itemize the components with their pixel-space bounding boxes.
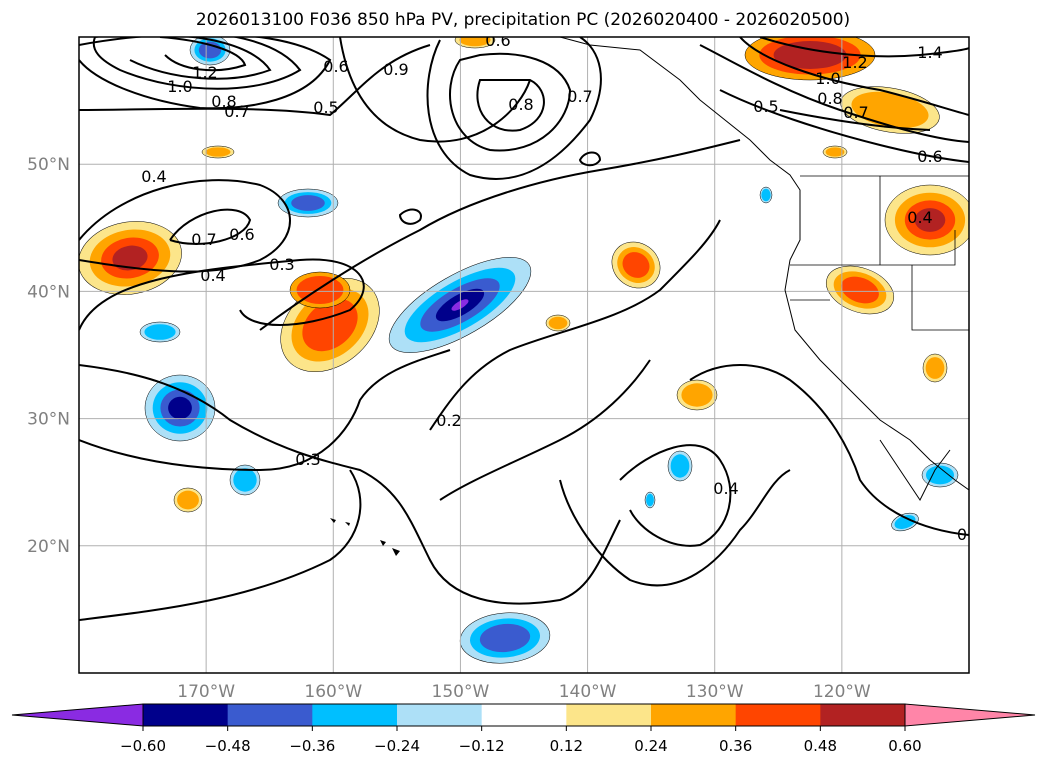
contour-label: 0.8: [508, 95, 533, 114]
precip-positive-area: [925, 357, 945, 379]
colorbar-tick-label: 0.48: [804, 737, 837, 755]
contour-label: 0.5: [313, 98, 338, 117]
precip-negative-area: [894, 515, 916, 529]
precip-positive-area: [914, 208, 946, 232]
precip-positive-area: [205, 147, 231, 157]
colorbar-tick-label: −0.12: [459, 737, 505, 755]
colorbar: −0.60 −0.48 −0.36 −0.24 −0.12 0.12 0.24 0.36 0.4…: [11, 703, 1036, 755]
precip-shading: [79, 37, 969, 664]
contour-label: 0.8: [817, 89, 842, 108]
precip-negative-area: [233, 468, 257, 492]
colorbar-frame: [142, 703, 906, 727]
colorbar-tick-label: 0.60: [888, 737, 921, 755]
lon-tick-labels: 170°W 160°W 150°W 140°W 130°W 120°W: [177, 682, 871, 702]
contour-label: 0.6: [229, 225, 254, 244]
precip-negative-area: [479, 623, 531, 653]
contour-label: 1.2: [192, 63, 217, 82]
lon-tick-label: 160°W: [304, 682, 362, 702]
contour-label: 0: [957, 525, 967, 544]
precip-positive-area: [548, 316, 568, 330]
lat-tick-labels: 50°N 40°N 30°N 20°N: [27, 155, 70, 557]
colorbar-segment: [312, 704, 398, 726]
colorbar-tick-label: 0.36: [719, 737, 752, 755]
precip-negative-area: [646, 493, 654, 507]
lat-tick-label: 50°N: [27, 155, 70, 175]
precip-negative-area: [291, 195, 325, 211]
state-borders: [790, 176, 969, 331]
precip-positive-area: [622, 252, 650, 278]
precip-negative-area: [168, 396, 192, 420]
colorbar-segment: [820, 704, 906, 726]
colorbar-tick-label: −0.48: [205, 737, 251, 755]
precip-positive-area: [296, 275, 344, 305]
contour-label: 1.4: [917, 43, 942, 62]
colorbar-segment: [651, 704, 737, 726]
contour-label: 0.5: [753, 97, 778, 116]
colorbar-segment: [143, 704, 229, 726]
colorbar-tick-label: 0.24: [634, 737, 667, 755]
chart-title: 2026013100 F036 850 hPa PV, precipitatio…: [196, 10, 850, 30]
lon-tick-label: 150°W: [432, 682, 490, 702]
colorbar-tick-label: −0.36: [289, 737, 335, 755]
contour-labels: 1.21.00.80.7 0.50.6 0.90.60.8 0.70.50.40.7 0…: [141, 31, 967, 544]
lon-tick-label: 140°W: [559, 682, 617, 702]
gridlines: [79, 37, 969, 673]
colorbar-segment: [735, 704, 821, 726]
lat-tick-label: 40°N: [27, 282, 70, 302]
coastline: [559, 37, 969, 491]
precip-positive-area: [681, 383, 713, 407]
contour-label: 0.7: [567, 87, 592, 106]
precip-positive-area: [177, 490, 199, 510]
precip-negative-area: [144, 324, 176, 340]
precip-negative-area: [761, 188, 771, 202]
contour-label: 0.6: [917, 147, 942, 166]
contour-label: 0.7: [843, 103, 868, 122]
contour-label: 1.0: [815, 69, 840, 88]
colorbar-segment: [397, 704, 483, 726]
contour-label: 0.4: [200, 266, 225, 285]
contour-label: 0.7: [191, 230, 216, 249]
precip-positive-area: [112, 245, 148, 271]
contour-label: 1.2: [842, 53, 867, 72]
precip-negative-area: [670, 454, 690, 478]
map-frame: [78, 36, 970, 674]
contour-label: 0.3: [269, 255, 294, 274]
colorbar-segment: [227, 704, 313, 726]
precip-positive-area: [825, 147, 845, 157]
lat-tick-label: 20°N: [27, 537, 70, 557]
contour-label: 0.4: [141, 167, 166, 186]
precip-negative-area: [925, 465, 955, 485]
lon-tick-label: 170°W: [177, 682, 235, 702]
precip-positive-area: [773, 41, 847, 69]
pv-contours: [79, 37, 969, 621]
baja-coast: [879, 439, 951, 501]
contour-label: 0.8: [211, 92, 236, 111]
contour-label: 0.3: [295, 450, 320, 469]
contour-label: 0.4: [713, 479, 738, 498]
contour-label: 0.2: [436, 411, 461, 430]
contour-label: 0.4: [907, 208, 932, 227]
colorbar-segment: [566, 704, 652, 726]
contour-label: 0.9: [383, 60, 408, 79]
precip-positive-area: [459, 37, 491, 47]
map-area: 1.21.00.80.7 0.50.6 0.90.60.8 0.70.50.40.7 0…: [79, 31, 969, 673]
colorbar-segment: [481, 704, 567, 726]
colorbar-extend-min: [11, 703, 144, 727]
precip-positive-area: [841, 276, 879, 304]
lon-tick-label: 120°W: [813, 682, 871, 702]
contour-label: 0.6: [323, 57, 348, 76]
colorbar-tick-label: −0.24: [374, 737, 420, 755]
colorbar-tick-label: 0.12: [550, 737, 583, 755]
contour-label: 0.7: [224, 102, 249, 121]
colorbar-tick-label: −0.60: [120, 737, 166, 755]
contour-label: 1.0: [167, 77, 192, 96]
lon-tick-label: 130°W: [686, 682, 744, 702]
lat-tick-label: 30°N: [27, 410, 70, 430]
contour-label: 0.6: [485, 31, 510, 50]
colorbar-extend-max: [904, 703, 1036, 727]
